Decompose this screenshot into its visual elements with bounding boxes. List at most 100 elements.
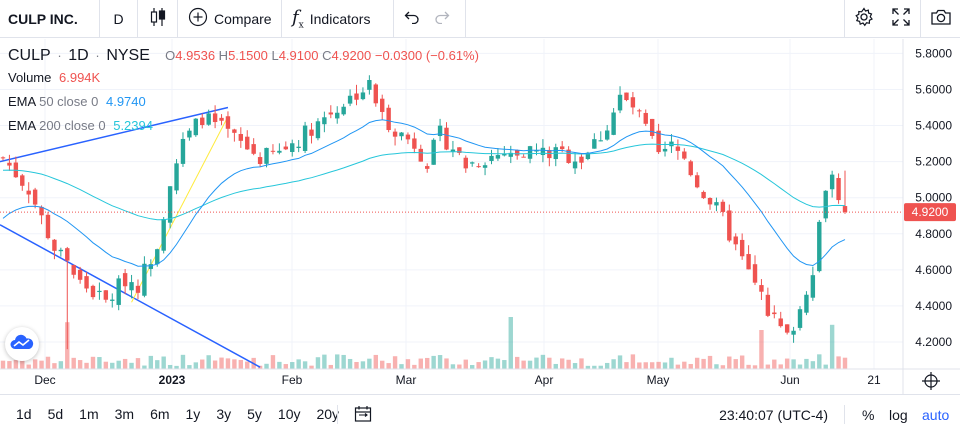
settings-button[interactable] bbox=[844, 0, 883, 38]
candle bbox=[283, 141, 289, 151]
range-button-3y[interactable]: 3y bbox=[216, 406, 232, 422]
volume-bar bbox=[662, 362, 668, 369]
volume-bar bbox=[257, 365, 263, 369]
redo-icon[interactable] bbox=[434, 10, 450, 27]
candle bbox=[39, 205, 44, 225]
volume-bar bbox=[174, 365, 179, 369]
volume-bar bbox=[122, 358, 128, 369]
volume-bar bbox=[71, 357, 76, 369]
price-chart[interactable]: 5.8000 5.6000 5.4000 5.2000 5.0000 4.8000 4.60… bbox=[0, 39, 960, 394]
range-button-5d[interactable]: 5d bbox=[47, 406, 64, 422]
interval-button[interactable]: D bbox=[100, 0, 138, 38]
candle bbox=[52, 239, 57, 260]
candle bbox=[97, 282, 102, 300]
undo-icon[interactable] bbox=[404, 10, 420, 27]
range-button-20y[interactable]: 20y bbox=[316, 406, 340, 422]
log-scale-button[interactable]: log bbox=[889, 406, 908, 423]
tradingview-logo[interactable] bbox=[5, 327, 39, 361]
range-button-6m[interactable]: 6m bbox=[150, 406, 170, 422]
time-scale: Dec 2023 Feb Mar Apr May Jun 21 bbox=[34, 373, 881, 387]
candle bbox=[669, 134, 674, 153]
candle bbox=[58, 247, 64, 257]
chart-area[interactable]: 5.8000 5.6000 5.4000 5.2000 5.0000 4.8000 4.60… bbox=[0, 39, 960, 394]
volume-legend-row[interactable]: Volume 6.994K bbox=[8, 66, 479, 90]
close-value: 4.9200 bbox=[331, 48, 372, 63]
candle bbox=[810, 266, 816, 301]
clock[interactable]: 23:40:07 (UTC-4) bbox=[719, 406, 828, 423]
volume-bar bbox=[476, 362, 481, 369]
candle bbox=[733, 233, 738, 251]
calendar-icon[interactable] bbox=[354, 405, 372, 426]
ema50-label: EMA 50 close 0 bbox=[8, 94, 99, 109]
range-button-10y[interactable]: 10y bbox=[277, 406, 301, 422]
volume-bar bbox=[431, 355, 436, 369]
volume-bar bbox=[103, 361, 109, 369]
candle bbox=[431, 138, 436, 165]
candle bbox=[225, 111, 231, 138]
candle bbox=[495, 147, 501, 161]
chart-type-button[interactable] bbox=[138, 0, 178, 38]
auto-scale-button[interactable]: auto bbox=[922, 406, 950, 423]
range-button-1y[interactable]: 1y bbox=[185, 406, 201, 422]
indicators-button[interactable]: fx Indicators bbox=[282, 0, 394, 38]
volume-bar bbox=[90, 356, 96, 369]
legend-separator: · bbox=[57, 48, 62, 63]
trendline-drawings bbox=[0, 106, 261, 368]
goto-realtime-button[interactable] bbox=[922, 372, 940, 390]
candle bbox=[161, 216, 166, 254]
ema200-legend-row[interactable]: EMA 200 close 0 5.2394 bbox=[8, 114, 479, 138]
range-button-3m[interactable]: 3m bbox=[114, 406, 135, 422]
ema50-legend-row[interactable]: EMA 50 close 0 4.9740 bbox=[8, 90, 479, 114]
volume-bar bbox=[688, 363, 693, 369]
volume-bar bbox=[534, 357, 539, 369]
high-key: H bbox=[218, 48, 229, 63]
ema200-line bbox=[2, 143, 846, 221]
candle bbox=[90, 284, 96, 300]
volume-bar bbox=[470, 365, 475, 369]
volume-bar bbox=[714, 364, 719, 369]
screenshot-button[interactable] bbox=[920, 0, 960, 38]
candle bbox=[238, 127, 244, 148]
range-button-5y[interactable]: 5y bbox=[247, 406, 262, 422]
candle bbox=[707, 197, 713, 210]
volume-label: Volume bbox=[8, 70, 52, 85]
candle bbox=[694, 172, 700, 189]
volume-bar bbox=[296, 359, 301, 369]
ema50-value: 4.9740 bbox=[105, 94, 146, 109]
volume-bar bbox=[26, 364, 31, 369]
candle bbox=[245, 130, 250, 150]
candle bbox=[167, 186, 173, 229]
time-tick-label: Mar bbox=[396, 373, 417, 387]
ema200-label: EMA 200 close 0 bbox=[8, 118, 106, 133]
candle bbox=[714, 197, 719, 212]
candle bbox=[322, 111, 327, 133]
range-button-1m[interactable]: 1m bbox=[79, 406, 99, 422]
last-price-label: 4.9200 bbox=[904, 203, 956, 222]
trendline bbox=[0, 224, 261, 368]
candle bbox=[688, 159, 693, 177]
candle bbox=[360, 87, 366, 101]
candle bbox=[45, 211, 51, 240]
candle bbox=[232, 128, 237, 142]
range-button-1d[interactable]: 1d bbox=[16, 406, 32, 422]
percent-scale-button[interactable]: % bbox=[862, 406, 875, 423]
volume-bar bbox=[219, 357, 224, 369]
volume-bar bbox=[380, 360, 385, 369]
candle bbox=[309, 123, 314, 144]
volume-bar bbox=[559, 358, 565, 369]
candle bbox=[103, 290, 109, 303]
volume-bar bbox=[110, 362, 115, 369]
volume-bar bbox=[341, 354, 346, 369]
volume-bar bbox=[212, 360, 218, 369]
compare-button[interactable]: Compare bbox=[178, 0, 282, 38]
candle bbox=[572, 152, 578, 174]
volume-bar bbox=[290, 362, 295, 369]
fullscreen-button[interactable] bbox=[882, 0, 920, 38]
volume-bar bbox=[701, 358, 706, 369]
legend-ticker[interactable]: CULP bbox=[8, 47, 51, 64]
symbol-search-button[interactable]: CULP INC. bbox=[0, 0, 100, 38]
candle bbox=[527, 145, 533, 164]
volume-bar bbox=[13, 360, 19, 369]
price-tick-label: 4.6000 bbox=[915, 263, 952, 277]
volume-bar bbox=[566, 359, 571, 369]
